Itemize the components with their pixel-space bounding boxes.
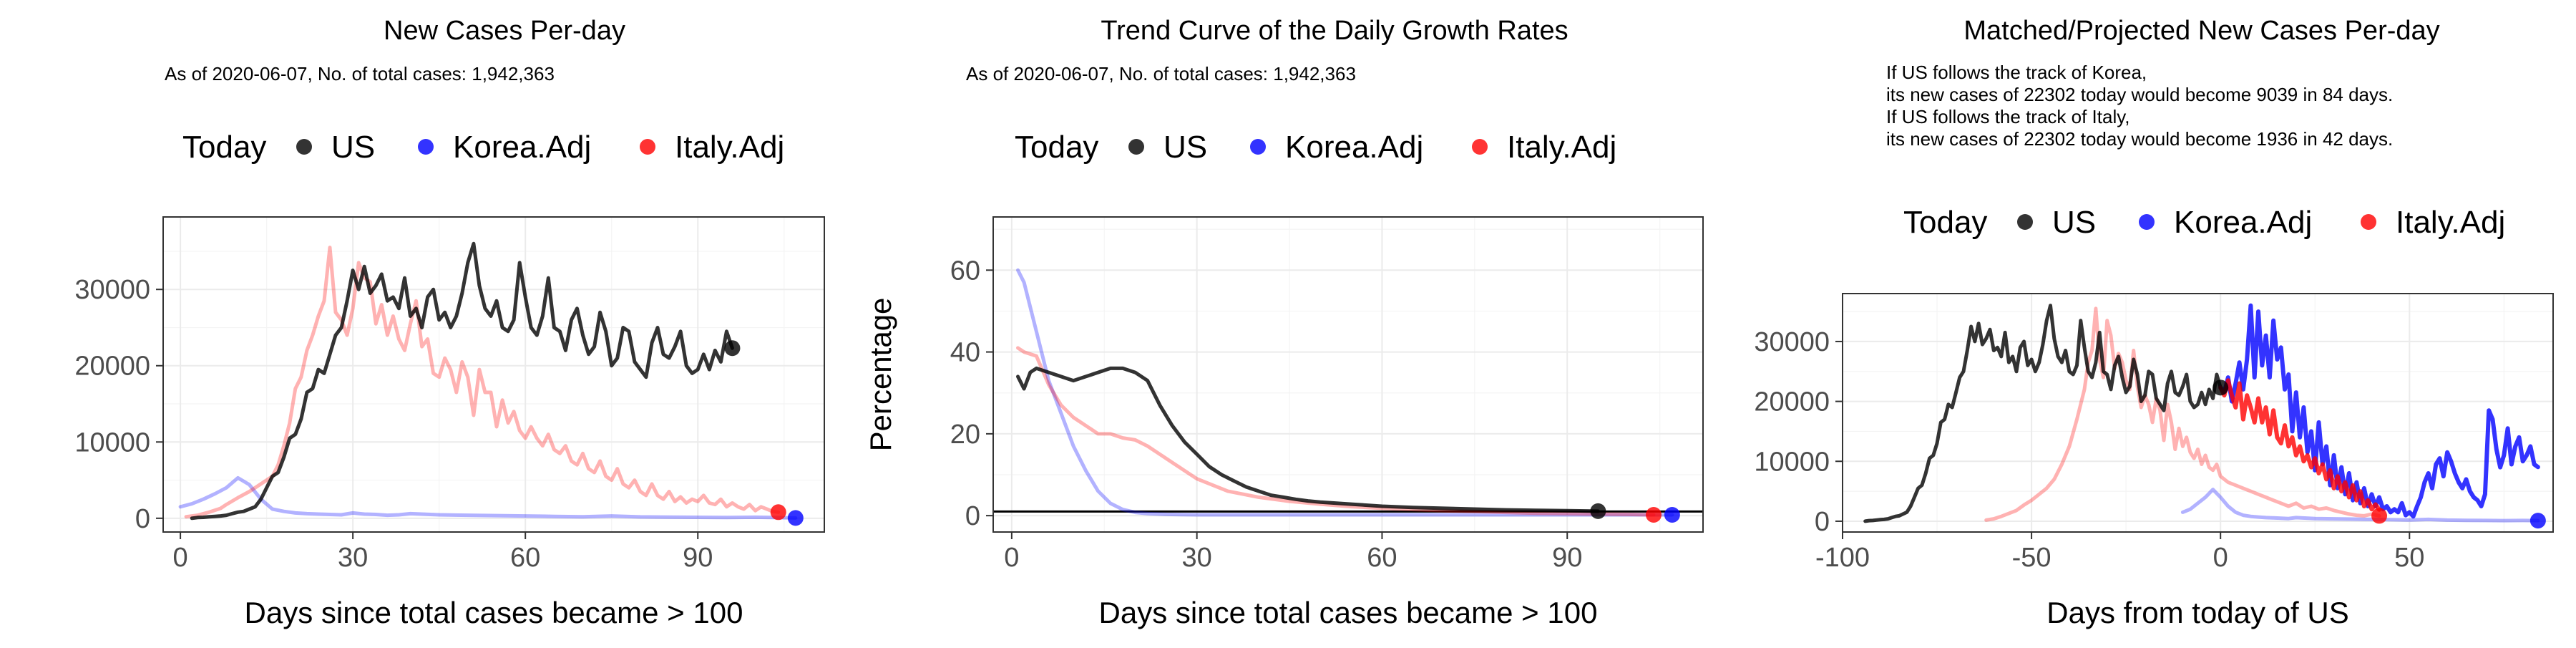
- x-tick-label: 0: [173, 543, 188, 573]
- x-tick-label: 90: [683, 543, 713, 573]
- legend-title: Today: [182, 130, 266, 165]
- y-axis-title: Percentage: [864, 298, 897, 452]
- x-tick-label: 60: [510, 543, 540, 573]
- x-tick-label: 50: [2394, 543, 2424, 573]
- x-tick-label: -50: [2012, 543, 2051, 573]
- x-axis-title: Days from today of US: [2046, 596, 2348, 629]
- legend-label: Korea.Adj: [2174, 205, 2312, 240]
- y-tick-label: 40: [950, 338, 980, 368]
- series-line-italy-adj: [1984, 306, 2381, 522]
- y-tick-label: 20000: [74, 352, 150, 382]
- chart-subtitle: As of 2020-06-07, No. of total cases: 1,…: [966, 63, 1356, 84]
- series-line-korea-adj: [178, 475, 798, 520]
- y-tick-label: 30000: [74, 275, 150, 305]
- legend-label: US: [2052, 205, 2096, 240]
- chart-title: Matched/Projected New Cases Per-day: [1963, 16, 2439, 46]
- legend-label: Italy.Adj: [2396, 205, 2505, 240]
- chart-legend: Today US Korea.Adj Italy.Adj: [182, 130, 784, 165]
- legend-title: Today: [1015, 130, 1098, 165]
- series-line-us: [1016, 366, 1600, 513]
- plot-border: [1842, 293, 2554, 533]
- x-axis-title: Days since total cases became > 100: [1099, 596, 1598, 629]
- x-tick-label: -100: [1815, 543, 1870, 573]
- y-tick-label: 0: [965, 501, 980, 531]
- series-line-korea-adj: [1016, 268, 1674, 517]
- y-tick-label: 0: [135, 504, 150, 534]
- series-line-italy-adj-projection: [2218, 378, 2381, 512]
- chart-subtitle-line: If US follows the track of Italy,: [1886, 106, 2130, 127]
- legend-label: US: [1163, 130, 1207, 165]
- legend-key-italy-adj: [640, 139, 655, 155]
- series-line-italy-adj: [184, 246, 781, 519]
- today-point-italy-adj: [770, 504, 786, 521]
- plot-grid: [163, 217, 824, 532]
- plot-grid: [1842, 294, 2553, 532]
- today-point-us: [1590, 503, 1606, 519]
- x-axis-title: Days since total cases became > 100: [245, 596, 743, 629]
- legend-key-korea-adj: [418, 139, 434, 155]
- chart-subtitle: As of 2020-06-07, No. of total cases: 1,…: [165, 63, 555, 84]
- series-line-korea-adj: [2180, 488, 2540, 523]
- x-tick-label: 0: [2213, 543, 2228, 573]
- chart-subtitle-line: If US follows the track of Korea,: [1886, 62, 2147, 83]
- series-line-us: [1863, 304, 2223, 523]
- chart-title: New Cases Per-day: [384, 16, 625, 46]
- plot-border: [992, 216, 1704, 533]
- legend-label: Italy.Adj: [675, 130, 784, 165]
- today-point-korea-adj: [787, 510, 804, 526]
- y-tick-label: 30000: [1754, 327, 1830, 357]
- x-tick-label: 60: [1367, 543, 1397, 573]
- series-line-korea-adj-projection: [2218, 303, 2540, 519]
- series-group: [1863, 303, 2540, 523]
- today-point-korea-adj: [2529, 513, 2546, 529]
- y-tick-label: 10000: [1754, 447, 1830, 477]
- chart-legend: Today US Korea.Adj Italy.Adj: [1015, 130, 1616, 165]
- legend-key-korea-adj: [1250, 139, 1266, 155]
- today-point-korea-adj: [1664, 507, 1680, 523]
- legend-key-italy-adj: [1472, 139, 1488, 155]
- legend-label: US: [331, 130, 375, 165]
- today-point-us: [724, 340, 741, 357]
- today-point-us: [2212, 379, 2229, 396]
- today-point-italy-adj: [1645, 507, 1662, 523]
- chart-panel-2: Trend Curve of the Daily Growth Rates As …: [864, 16, 1704, 629]
- chart-panel-3: Matched/Projected New Cases Per-day If US…: [1754, 16, 2554, 629]
- x-tick-label: 90: [1552, 543, 1582, 573]
- legend-title: Today: [1903, 205, 1987, 240]
- plot-grid: [993, 217, 1703, 532]
- y-tick-label: 10000: [74, 427, 150, 458]
- series-group: [1016, 268, 1674, 517]
- plot-border: [162, 216, 825, 533]
- today-point-italy-adj: [2371, 508, 2388, 524]
- chart-legend: Today US Korea.Adj Italy.Adj: [1903, 205, 2505, 240]
- legend-key-italy-adj: [2361, 214, 2376, 230]
- x-tick-label: 30: [1182, 543, 1212, 573]
- chart-title: Trend Curve of the Daily Growth Rates: [1101, 16, 1568, 46]
- y-tick-label: 60: [950, 256, 980, 286]
- y-tick-label: 20: [950, 420, 980, 450]
- chart-subtitle-line: its new cases of 22302 today would becom…: [1886, 84, 2393, 105]
- x-tick-label: 30: [338, 543, 368, 573]
- legend-label: Italy.Adj: [1507, 130, 1616, 165]
- series-group: [178, 241, 798, 521]
- legend-label: Korea.Adj: [453, 130, 591, 165]
- series-line-italy-adj: [1016, 346, 1656, 517]
- y-tick-label: 0: [1815, 507, 1830, 537]
- legend-key-us: [2017, 214, 2033, 230]
- legend-key-korea-adj: [2139, 214, 2155, 230]
- legend-key-us: [1128, 139, 1144, 155]
- y-tick-label: 20000: [1754, 387, 1830, 417]
- legend-label: Korea.Adj: [1285, 130, 1423, 165]
- chart-panel-1: New Cases Per-day As of 2020-06-07, No. o…: [74, 16, 825, 629]
- chart-subtitle-line: its new cases of 22302 today would becom…: [1886, 128, 2393, 150]
- series-line-us: [190, 241, 734, 521]
- legend-key-us: [296, 139, 312, 155]
- x-tick-label: 0: [1004, 543, 1019, 573]
